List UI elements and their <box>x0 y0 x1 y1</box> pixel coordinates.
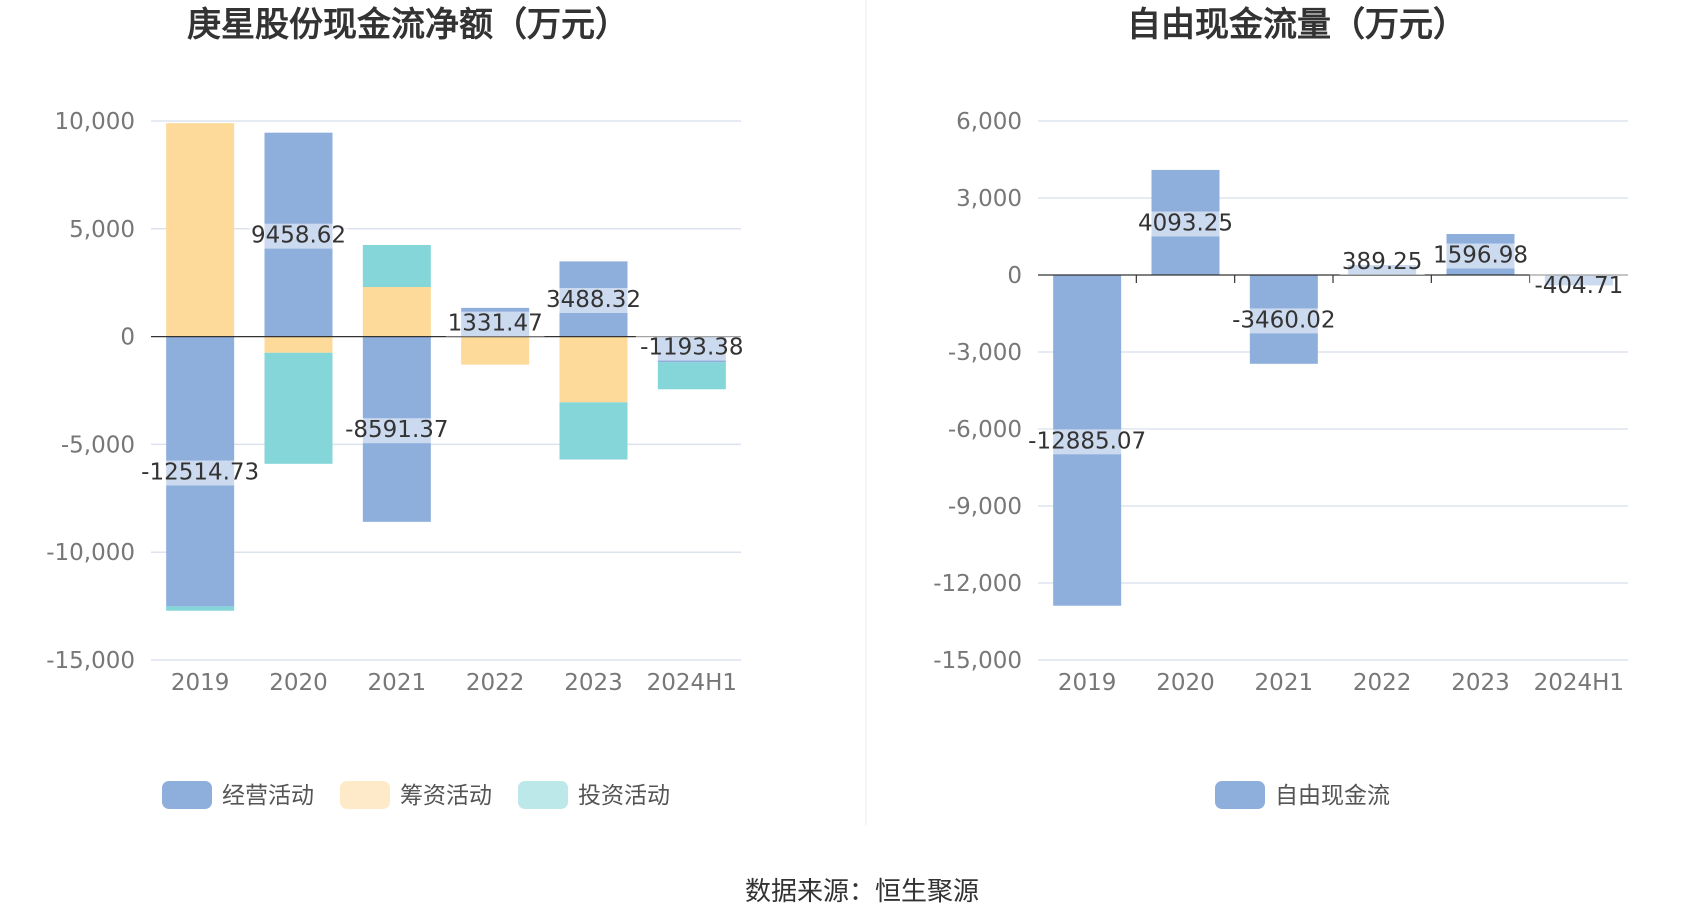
x-tick-label: 2019 <box>171 670 230 696</box>
data-label: 389.25 <box>1342 249 1422 275</box>
data-label-bg <box>137 460 263 486</box>
x-tick-label: 2023 <box>1451 670 1510 696</box>
legend-item-investing[interactable]: 投资活动 <box>518 781 670 809</box>
data-label: -3460.02 <box>1232 307 1335 333</box>
bar-financing-2022[interactable] <box>461 336 530 365</box>
x-tick-label: 2021 <box>1255 670 1314 696</box>
legend-label: 筹资活动 <box>400 783 492 809</box>
data-label: 1596.98 <box>1433 243 1528 269</box>
right-chart-x-axis: 2019 2020 2021 2022 2023 2024H1 <box>1058 670 1624 696</box>
x-tick-label: 2022 <box>1353 670 1412 696</box>
y-tick-label: -12,000 <box>933 571 1022 597</box>
legend-swatch <box>518 781 568 809</box>
data-label-bg <box>1136 211 1235 237</box>
bar-investing-2020[interactable] <box>264 352 333 464</box>
data-label: 4093.25 <box>1138 210 1233 236</box>
right-chart-data-labels: -12885.07 4093.25 -3460.02 389.25 1596.98-40… <box>1024 210 1629 455</box>
legend-item-operating[interactable]: 经营活动 <box>162 781 314 809</box>
y-tick-label: -5,000 <box>61 432 135 458</box>
x-tick-label: 2020 <box>1156 670 1215 696</box>
legend-label: 自由现金流 <box>1275 783 1390 809</box>
y-tick-label: 3,000 <box>956 186 1022 212</box>
y-tick-label: 6,000 <box>956 109 1022 135</box>
data-label-bg <box>1227 308 1340 334</box>
left-chart-title: 庚星股份现金流净额（万元） <box>187 5 629 45</box>
left-chart-x-axis: 2019 2020 2021 2022 2023 2024H1 <box>171 670 737 696</box>
legend-item-financing[interactable]: 筹资活动 <box>340 781 492 809</box>
data-label: 9458.62 <box>251 223 346 249</box>
data-label-bg <box>445 311 545 337</box>
data-source-note: 数据来源：恒生聚源 <box>745 877 979 907</box>
bar-investing-2023[interactable] <box>559 402 628 460</box>
bar-financing-2019[interactable] <box>166 123 235 337</box>
data-label-bg <box>544 287 643 313</box>
bar-investing-2024H1[interactable] <box>657 362 726 390</box>
legend-label: 投资活动 <box>578 783 670 809</box>
y-tick-label: 0 <box>1007 263 1022 289</box>
data-label: -8591.37 <box>345 417 448 443</box>
data-label: 3488.32 <box>546 287 641 313</box>
y-tick-label: 5,000 <box>69 217 135 243</box>
data-label-bg <box>1024 429 1150 455</box>
left-chart-legend[interactable]: 经营活动 筹资活动 投资活动 <box>162 781 670 809</box>
y-tick-label: -10,000 <box>46 540 135 566</box>
bar-financing-2020[interactable] <box>264 336 333 353</box>
x-tick-label: 2024H1 <box>647 670 737 696</box>
x-tick-label: 2020 <box>269 670 328 696</box>
legend-swatch <box>340 781 390 809</box>
bar-financing-2021[interactable] <box>362 287 431 337</box>
data-label-bg <box>1529 274 1629 299</box>
legend-swatch <box>162 781 212 809</box>
data-label: -404.71 <box>1534 273 1623 299</box>
legend-swatch <box>1215 781 1265 809</box>
x-tick-label: 2022 <box>466 670 525 696</box>
y-tick-label: -15,000 <box>933 648 1022 674</box>
y-tick-label: 0 <box>120 325 135 351</box>
y-tick-label: -15,000 <box>46 648 135 674</box>
data-label: -12885.07 <box>1028 428 1146 454</box>
legend-label: 经营活动 <box>222 783 314 809</box>
data-label: -12514.73 <box>141 460 259 486</box>
data-label-bg <box>1339 250 1425 275</box>
x-tick-label: 2021 <box>368 670 427 696</box>
right-chart-bars <box>1038 169 1628 606</box>
data-label-bg <box>249 223 348 249</box>
left-chart-bars <box>151 123 741 611</box>
x-tick-label: 2024H1 <box>1534 670 1624 696</box>
data-label: 1331.47 <box>448 311 543 337</box>
right-chart-title: 自由现金流量（万元） <box>1127 5 1467 45</box>
x-tick-label: 2023 <box>564 670 623 696</box>
y-tick-label: -9,000 <box>948 494 1022 520</box>
right-chart-legend[interactable]: 自由现金流 <box>1215 781 1390 809</box>
bar-investing-2021[interactable] <box>362 244 431 288</box>
data-label: -1193.38 <box>640 335 743 361</box>
y-tick-label: 10,000 <box>55 109 135 135</box>
y-tick-label: -6,000 <box>948 417 1022 443</box>
data-label-bg <box>1431 243 1530 269</box>
data-label-bg <box>635 335 748 361</box>
bar-financing-2023[interactable] <box>559 336 628 403</box>
legend-item-free_cash_flow[interactable]: 自由现金流 <box>1215 781 1390 809</box>
data-label-bg <box>340 418 453 444</box>
bar-investing-2019[interactable] <box>166 606 235 611</box>
x-tick-label: 2019 <box>1058 670 1117 696</box>
right-chart-grid: 6,000 3,000 0 -3,000 -6,000 -9,000 -12,000 -15,… <box>933 109 1628 674</box>
y-tick-label: -3,000 <box>948 340 1022 366</box>
